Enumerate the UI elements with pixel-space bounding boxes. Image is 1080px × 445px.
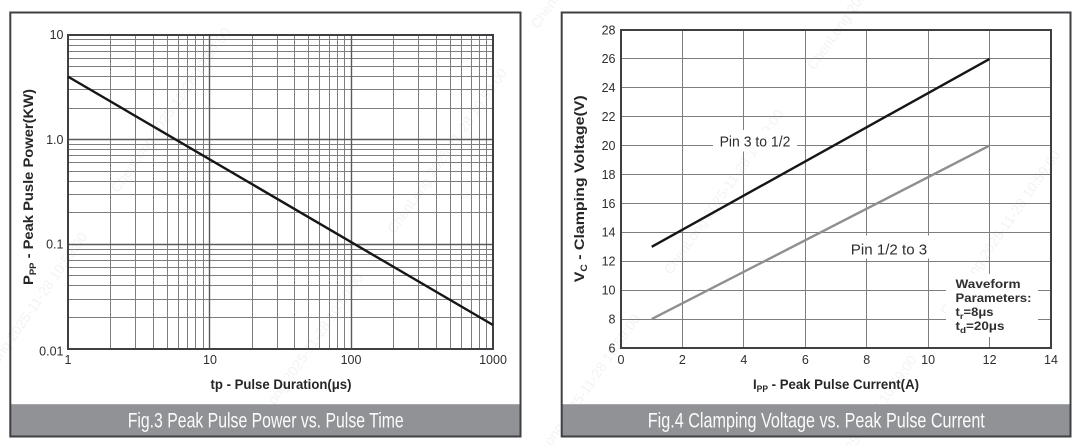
svg-text:6: 6 xyxy=(802,353,809,367)
svg-text:10: 10 xyxy=(50,28,64,42)
svg-text:28: 28 xyxy=(602,23,616,37)
svg-text:td=20μs: td=20μs xyxy=(956,321,1005,335)
svg-text:tr=8μs: tr=8μs xyxy=(956,307,994,321)
svg-text:ChenLong 2025-11-28 10:59:00: ChenLong 2025-11-28 10:59:00 xyxy=(527,0,653,31)
svg-text:10: 10 xyxy=(921,353,935,367)
svg-text:ChenLong 2025-11-28 10:59:00: ChenLong 2025-11-28 10:59:00 xyxy=(384,65,510,236)
svg-text:10: 10 xyxy=(203,353,217,367)
svg-text:26: 26 xyxy=(602,52,616,66)
svg-text:22: 22 xyxy=(602,110,616,124)
svg-text:18: 18 xyxy=(602,168,616,182)
svg-text:1.0: 1.0 xyxy=(46,133,63,147)
svg-text:8: 8 xyxy=(609,312,616,326)
svg-text:1: 1 xyxy=(65,353,72,367)
svg-text:14: 14 xyxy=(602,226,616,240)
svg-text:Fig.4 Clamping Voltage vs. Pea: Fig.4 Clamping Voltage vs. Peak Pulse Cu… xyxy=(648,410,985,433)
svg-text:14: 14 xyxy=(1044,353,1058,367)
svg-text:2: 2 xyxy=(679,353,686,367)
svg-text:0.1: 0.1 xyxy=(46,238,63,252)
svg-text:PPP - Peak Pusle Power(KW): PPP - Peak Pusle Power(KW) xyxy=(20,89,38,285)
svg-text:20: 20 xyxy=(602,139,616,153)
svg-text:1000: 1000 xyxy=(479,353,507,367)
svg-text:12: 12 xyxy=(602,255,616,269)
svg-text:24: 24 xyxy=(602,81,616,95)
svg-text:Pin 3 to 1/2: Pin 3 to 1/2 xyxy=(720,135,791,151)
svg-text:10: 10 xyxy=(602,284,616,298)
svg-text:IPP - Peak Pulse Current(A): IPP - Peak Pulse Current(A) xyxy=(753,376,919,394)
svg-text:0: 0 xyxy=(618,353,625,367)
svg-text:16: 16 xyxy=(602,197,616,211)
svg-text:100: 100 xyxy=(341,353,362,367)
svg-text:6: 6 xyxy=(609,341,616,355)
svg-text:Parameters:: Parameters: xyxy=(956,293,1032,305)
svg-text:Pin 1/2 to 3: Pin 1/2 to 3 xyxy=(851,242,927,258)
svg-text:tp - Pulse Duration(μs): tp - Pulse Duration(μs) xyxy=(211,376,352,392)
svg-text:12: 12 xyxy=(983,353,997,367)
svg-text:8: 8 xyxy=(863,353,870,367)
svg-text:Fig.3 Peak Pulse Power vs. Pul: Fig.3 Peak Pulse Power vs. Pulse Time xyxy=(128,410,404,433)
svg-text:Waveform: Waveform xyxy=(956,279,1021,291)
svg-text:0.01: 0.01 xyxy=(39,345,63,359)
svg-text:VC - Clamping Voltage(V): VC - Clamping Voltage(V) xyxy=(571,95,589,282)
svg-text:4: 4 xyxy=(740,353,747,367)
